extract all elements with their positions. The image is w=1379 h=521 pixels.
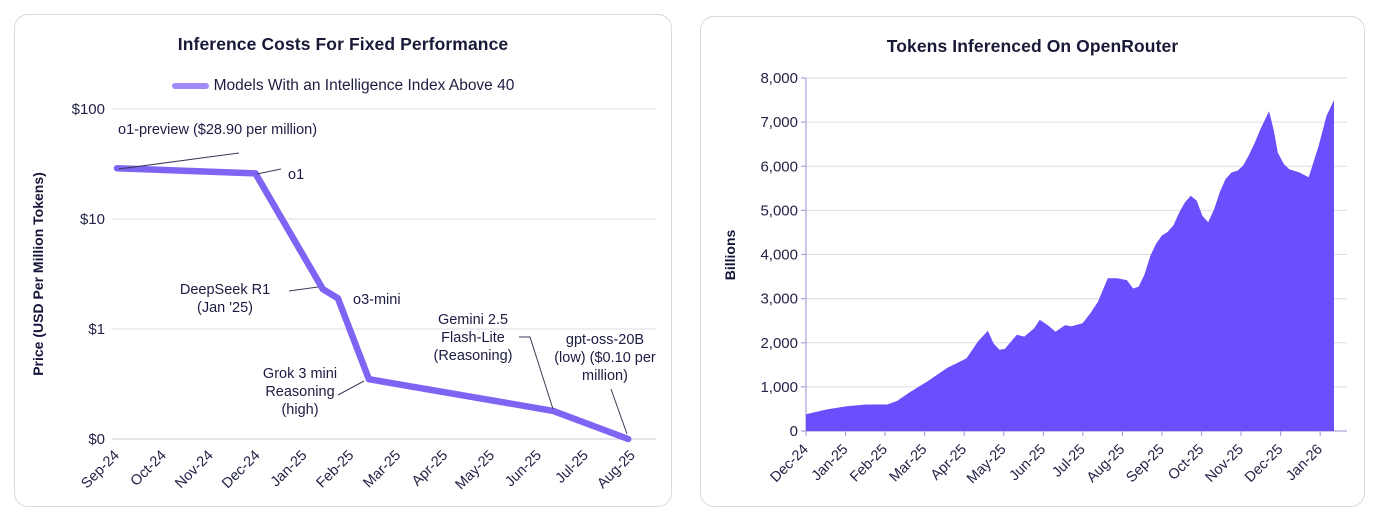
annotation-leader-gemini-2-5-flash-lite xyxy=(519,336,554,410)
x-tick-label: Jun-25 xyxy=(502,448,545,491)
x-tick-label: Jan-25 xyxy=(809,442,852,485)
annotation-leader-deepseek-r1 xyxy=(288,286,319,292)
annotation-leader-grok-3-mini xyxy=(337,380,365,396)
annotation-leader-o1-preview xyxy=(118,152,240,170)
left-chart-legend: Models With an Intelligence Index Above … xyxy=(15,77,671,95)
annotation-deepseek-r1: DeepSeek R1 (Jan '25) xyxy=(180,282,270,316)
x-tick-label: Dec-25 xyxy=(1242,442,1286,486)
x-tick-label: Feb-25 xyxy=(847,442,891,486)
legend-label: Models With an Intelligence Index Above … xyxy=(213,77,515,94)
annotation-o1: o1 xyxy=(288,167,304,183)
y-tick-label: 2,000 xyxy=(760,335,798,352)
y-tick-label: 6,000 xyxy=(760,158,798,175)
x-tick-label: May-25 xyxy=(964,442,1010,488)
y-tick-label: 1,000 xyxy=(760,379,798,396)
right-chart-title: Tokens Inferenced On OpenRouter xyxy=(886,36,1179,56)
x-tick-label: Apr-25 xyxy=(409,448,451,490)
price-line xyxy=(113,165,632,443)
inference-costs-card: Inference Costs For Fixed Performance Mo… xyxy=(14,14,672,507)
annotation-grok-3-mini: Grok 3 mini Reasoning (high) xyxy=(263,366,337,418)
x-tick-label: Mar-25 xyxy=(360,448,404,492)
annotation-leader-gpt-oss-20b xyxy=(610,388,628,435)
x-tick-label: Oct-25 xyxy=(1165,442,1207,484)
x-tick-label: Aug-25 xyxy=(1084,442,1128,486)
openrouter-tokens-card: Tokens Inferenced On OpenRouter Billions… xyxy=(700,16,1365,507)
annotation-leader-o1 xyxy=(256,168,282,175)
x-tick-label: Feb-25 xyxy=(314,448,358,492)
x-tick-label: Aug-25 xyxy=(594,448,638,492)
annotation-gpt-oss-20b: gpt-oss-20B (low) ($0.10 per million) xyxy=(554,332,656,384)
x-tick-label: Dec-24 xyxy=(219,448,263,492)
x-tick-label: Nov-25 xyxy=(1203,442,1247,486)
y-tick-label: 7,000 xyxy=(760,114,798,131)
y-tick-label: $100 xyxy=(72,101,105,118)
x-tick-label: May-25 xyxy=(453,448,499,494)
y-tick-label: $10 xyxy=(80,211,105,228)
x-tick-label: Sep-25 xyxy=(1123,442,1167,486)
y-tick-label: 3,000 xyxy=(760,291,798,308)
y-tick-label: 4,000 xyxy=(760,247,798,264)
x-tick-label: Apr-25 xyxy=(928,442,970,484)
left-chart-title: Inference Costs For Fixed Performance xyxy=(177,34,509,54)
x-tick-label: Jan-25 xyxy=(268,448,311,491)
y-tick-label: $1 xyxy=(88,321,105,338)
y-tick-label: 5,000 xyxy=(760,202,798,219)
x-tick-label: Nov-24 xyxy=(172,448,216,492)
x-tick-label: Jul-25 xyxy=(553,448,592,487)
y-tick-label: $0 xyxy=(88,431,105,448)
x-tick-label: Dec-24 xyxy=(767,442,811,486)
x-tick-label: Oct-24 xyxy=(128,448,170,490)
x-tick-label: Jan-26 xyxy=(1283,442,1326,485)
openrouter-tokens-plot: 8,000 7,000 6,000 5,000 4,000 3,000 2,000 1,000… xyxy=(760,70,1347,488)
tokens-area xyxy=(806,100,1334,431)
y-tick-label: 0 xyxy=(790,423,798,440)
x-tick-label: Sep-24 xyxy=(78,448,122,492)
annotation-gemini-2-5-flash-lite: Gemini 2.5 Flash-Lite (Reasoning) xyxy=(434,312,513,364)
y-tick-label: 8,000 xyxy=(760,70,798,87)
annotation-o1-preview: o1-preview ($28.90 per million) xyxy=(118,122,317,138)
annotation-o3-mini: o3-mini xyxy=(353,292,401,308)
legend-line-swatch xyxy=(171,83,209,89)
x-tick-label: Jun-25 xyxy=(1006,442,1049,485)
x-tick-label: Mar-25 xyxy=(887,442,931,486)
